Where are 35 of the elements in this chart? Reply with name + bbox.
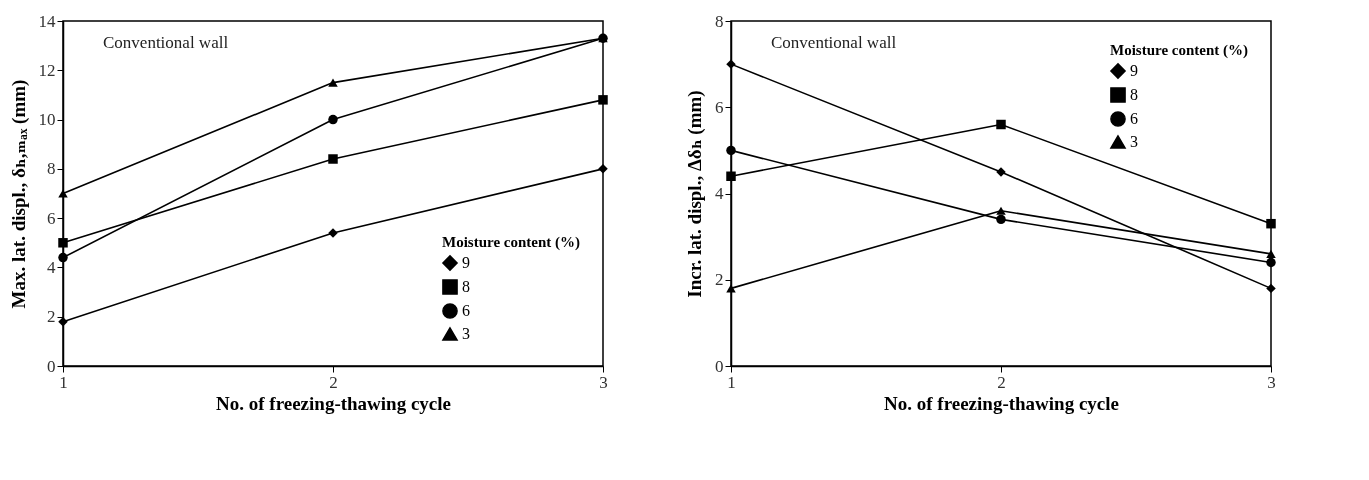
x-tick-label: 3 [1267, 372, 1276, 392]
y-axis-title: Max. lat. displ., δₕ,ₘₐₓ (mm) [7, 79, 30, 309]
y-axis-title: Incr. lat. displ., Δδₕ (mm) [684, 90, 706, 298]
x-tick-label: 1 [727, 372, 736, 392]
legend-label: 8 [1130, 86, 1138, 103]
y-tick-label: 4 [47, 257, 56, 277]
y-tick-label: 2 [715, 270, 724, 290]
legend-label: 3 [462, 325, 470, 342]
legend-label: 9 [1130, 62, 1138, 79]
x-axis-title: No. of freezing-thawing cycle [884, 392, 1119, 414]
legend-label: 6 [462, 302, 470, 319]
annotation: Conventional wall [771, 33, 897, 52]
y-tick-label: 12 [38, 60, 56, 80]
x-axis-title: No. of freezing-thawing cycle [216, 392, 451, 414]
annotation: Conventional wall [103, 33, 229, 52]
y-tick-label: 8 [47, 159, 56, 179]
y-tick-label: 2 [47, 307, 56, 327]
y-tick-label: 4 [715, 184, 724, 203]
x-tick-label: 1 [59, 372, 68, 392]
legend-label: 6 [1130, 110, 1138, 127]
legend-title: Moisture content (%) [1110, 42, 1249, 59]
y-tick-label: 10 [38, 110, 56, 130]
y-tick-label: 0 [47, 356, 56, 376]
x-tick-label: 2 [997, 372, 1006, 392]
legend-label: 9 [462, 254, 470, 271]
y-tick-label: 0 [715, 356, 724, 376]
x-tick-label: 2 [329, 372, 338, 392]
y-tick-label: 8 [715, 11, 724, 31]
y-tick-label: 6 [715, 97, 724, 117]
y-tick-label: 14 [38, 11, 56, 31]
y-tick-label: 6 [47, 208, 56, 228]
x-tick-label: 3 [599, 372, 608, 392]
legend-label: 8 [462, 278, 470, 295]
legend-title: Moisture content (%) [442, 234, 581, 251]
legend-label: 3 [1130, 133, 1138, 150]
